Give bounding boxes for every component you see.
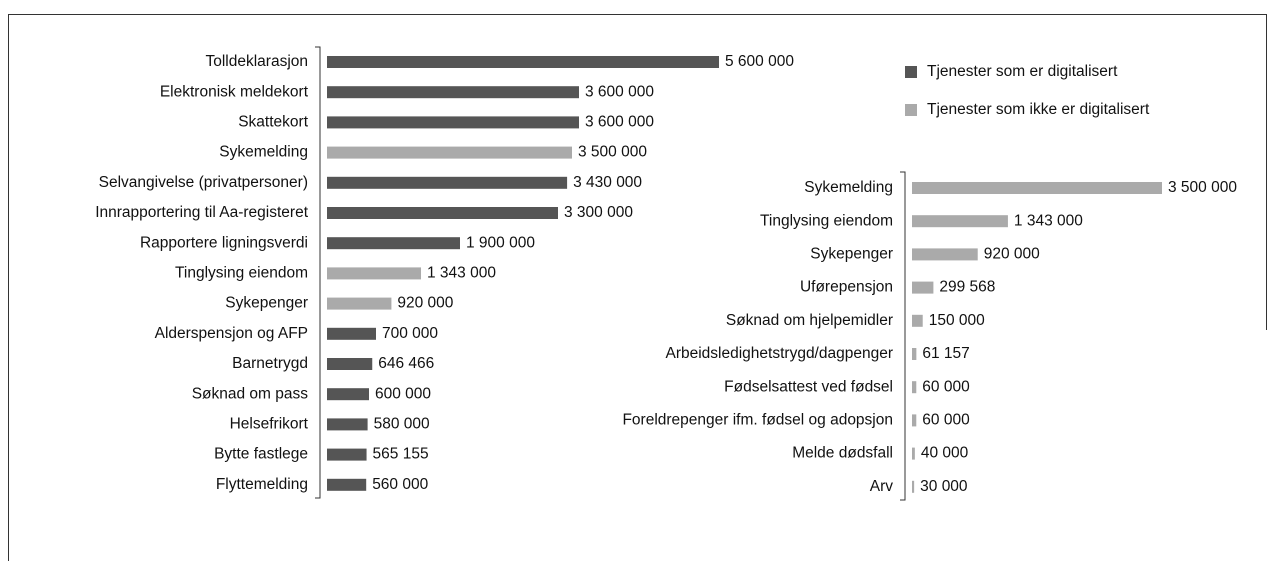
category-label: Tinglysing eiendom xyxy=(175,264,308,281)
value-label: 30 000 xyxy=(920,478,968,495)
category-label: Selvangivelse (privatpersoner) xyxy=(99,174,308,191)
value-label: 3 300 000 xyxy=(564,204,633,221)
category-label: Foreldrepenger ifm. fødsel og adopsjon xyxy=(622,411,893,428)
value-label: 61 157 xyxy=(922,345,969,362)
category-label: Skattekort xyxy=(238,113,308,130)
axis-line xyxy=(315,46,321,499)
bar xyxy=(912,480,915,493)
value-label: 1 900 000 xyxy=(466,234,535,251)
bar xyxy=(912,182,1162,194)
value-label: 700 000 xyxy=(382,325,438,342)
legend-swatch xyxy=(905,66,917,78)
value-label: 1 343 000 xyxy=(427,264,496,281)
category-label: Melde dødsfall xyxy=(792,445,893,462)
bar xyxy=(327,448,367,461)
bar xyxy=(912,348,917,360)
value-label: 565 155 xyxy=(373,446,429,463)
category-label: Flyttemelding xyxy=(216,476,308,493)
value-label: 3 600 000 xyxy=(585,83,654,100)
frame xyxy=(8,14,1267,561)
category-label: Søknad om hjelpemidler xyxy=(726,312,893,329)
bar xyxy=(327,116,579,129)
category-label: Tinglysing eiendom xyxy=(760,212,893,229)
value-label: 3 430 000 xyxy=(573,174,642,191)
legend-label: Tjenester som ikke er digitalisert xyxy=(927,101,1150,118)
bar xyxy=(327,176,568,189)
category-label: Sykemelding xyxy=(804,179,893,196)
category-label: Alderspensjon og AFP xyxy=(155,325,308,342)
bar xyxy=(327,86,579,99)
value-label: 560 000 xyxy=(372,476,428,493)
bar xyxy=(327,478,367,491)
category-label: Søknad om pass xyxy=(192,385,309,402)
bar xyxy=(327,418,368,431)
bar xyxy=(327,327,376,340)
bar xyxy=(327,358,373,370)
category-label: Barnetrygd xyxy=(232,355,308,372)
legend-swatch xyxy=(905,104,917,116)
axis-line xyxy=(900,171,906,501)
legend-label: Tjenester som er digitalisert xyxy=(927,63,1118,80)
category-label: Innrapportering til Aa-registeret xyxy=(95,204,309,221)
bar xyxy=(912,314,923,327)
bar xyxy=(912,248,978,261)
category-label: Sykepenger xyxy=(225,295,308,312)
category-label: Bytte fastlege xyxy=(214,446,308,463)
category-label: Uførepensjon xyxy=(800,279,893,296)
category-label: Rapportere ligningsverdi xyxy=(140,234,308,251)
value-label: 920 000 xyxy=(984,245,1040,262)
category-label: Sykepenger xyxy=(810,245,893,262)
bar xyxy=(912,447,915,460)
category-label: Tolldeklarasjon xyxy=(205,53,308,70)
bar xyxy=(912,381,917,394)
value-label: 600 000 xyxy=(375,385,431,402)
bar xyxy=(327,267,422,280)
value-label: 646 466 xyxy=(378,355,434,372)
value-label: 40 000 xyxy=(921,445,969,462)
category-label: Helsefrikort xyxy=(230,415,309,432)
bar xyxy=(327,207,558,219)
bar xyxy=(327,388,369,401)
category-label: Arv xyxy=(870,478,894,495)
bar xyxy=(912,281,934,294)
category-label: Sykemelding xyxy=(219,144,308,161)
category-label: Elektronisk meldekort xyxy=(160,83,309,100)
value-label: 60 000 xyxy=(922,378,970,395)
bar xyxy=(912,414,917,427)
bar xyxy=(912,215,1008,228)
value-label: 299 568 xyxy=(939,279,995,296)
value-label: 3 500 000 xyxy=(1168,179,1237,196)
value-label: 150 000 xyxy=(929,312,985,329)
bar xyxy=(327,146,572,159)
value-label: 60 000 xyxy=(922,411,970,428)
value-label: 1 343 000 xyxy=(1014,212,1083,229)
value-label: 580 000 xyxy=(374,415,430,432)
value-label: 3 600 000 xyxy=(585,113,654,130)
category-label: Arbeidsledighetstrygd/dagpenger xyxy=(666,345,894,362)
bar xyxy=(327,56,719,68)
bar xyxy=(327,297,392,310)
category-label: Fødselsattest ved fødsel xyxy=(724,378,893,395)
value-label: 920 000 xyxy=(397,295,453,312)
value-label: 5 600 000 xyxy=(725,53,794,70)
bar xyxy=(327,237,460,250)
value-label: 3 500 000 xyxy=(578,144,647,161)
